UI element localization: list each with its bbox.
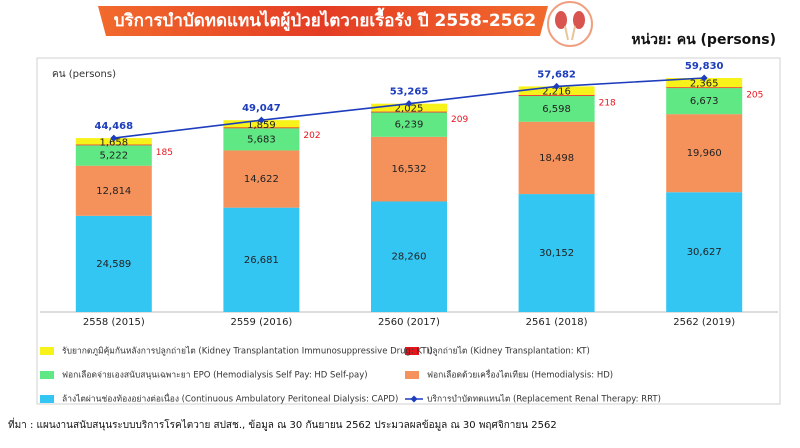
bar-segment [666,192,743,312]
legend-label: ฟอกเลือดจ่ายเองสนับสนุนเฉพาะยา EPO (Hemo… [62,370,368,381]
bar-segment [371,103,447,112]
bar-segment [223,150,300,208]
plot-frame [36,57,781,405]
bar-segment [371,112,447,137]
legend-label: รับยากดภูมิคุ้มกันหลังการปลูกถ่ายไต (Kid… [62,346,432,357]
line-marker [700,74,708,82]
line-label: 49,047 [242,103,281,114]
legend-swatch [40,371,54,379]
source-note: ที่มา : แผนงานสนับสนุนระบบบริการโรคไตวาย… [8,417,557,431]
data-label: 16,532 [392,164,427,175]
data-label: 24,589 [96,259,131,270]
data-label: 6,239 [395,120,424,131]
line-label: 44,468 [95,121,134,132]
legend-swatch [40,347,54,355]
unit-label: หน่วย: คน (persons) [631,32,776,48]
bar-segment [518,194,595,312]
line-marker [405,100,413,108]
x-tick-label: 2560 (2017) [378,317,440,328]
bar-segment [371,111,447,113]
legend-marker [410,395,418,403]
legend-swatch [40,395,54,403]
bar-segment [666,88,743,115]
bar-segment [75,165,152,216]
legend-label: ล้างไตผ่านช่องท้องอย่างต่อเนื่อง (Contin… [62,393,398,405]
bar-segment [518,121,595,195]
legend-label: ปลูกถ่ายไต (Kidney Transplantation: KT) [427,346,590,357]
title-banner [98,6,548,36]
bar-segment [75,144,152,146]
line-label: 57,682 [537,69,576,80]
data-label: 1,859 [247,120,276,131]
data-label: 185 [156,148,173,158]
x-tick-label: 2562 (2019) [673,317,735,328]
x-tick-label: 2561 (2018) [526,317,588,328]
bar-segment [666,87,743,89]
data-label: 26,681 [244,255,279,266]
bar-segment [75,215,152,312]
data-label: 12,814 [96,186,131,197]
legend-swatch [405,347,419,355]
data-label: 2,365 [690,79,719,90]
data-label: 30,627 [687,247,722,258]
legend-label: ฟอกเลือดด้วยเครื่องไตเทียม (Hemodialysis… [427,369,613,381]
bar-segment [223,128,300,151]
data-label: 205 [746,91,763,101]
bar-segment [371,136,447,202]
line-label: 53,265 [390,87,429,98]
data-label: 2,216 [542,87,571,98]
bar-segment [666,78,743,88]
data-label: 14,622 [244,174,279,185]
bar-segment [223,120,300,128]
line-label: 59,830 [685,61,724,72]
data-label: 218 [599,99,616,109]
legend-swatch [405,371,419,379]
legend-label: บริการบำบัดทดแทนไต (Replacement Renal Th… [427,394,661,405]
line-marker [110,134,118,142]
data-label: 1,658 [99,137,128,148]
x-tick-label: 2558 (2015) [83,317,145,328]
x-tick-label: 2559 (2016) [230,317,292,328]
line-marker [257,116,265,124]
bar-segment [518,95,595,122]
bar-segment [518,95,595,96]
data-label: 6,598 [542,104,571,115]
data-label: 28,260 [392,252,427,263]
data-label: 30,152 [539,248,574,259]
line-marker [553,82,561,90]
data-label: 6,673 [690,96,719,107]
chart-title: บริการบำบัดทดแทนไตผู้ป่วยไตวายเรื้อรัง ป… [114,7,536,32]
y-axis-label: คน (persons) [52,69,116,80]
bar-segment [75,145,152,166]
data-label: 19,960 [687,148,722,159]
kidney-icon [547,1,593,47]
bar-segment [518,86,595,96]
data-label: 5,683 [247,134,276,145]
data-label: 209 [451,115,468,125]
bar-segment [223,207,300,312]
data-label: 18,498 [539,153,574,164]
data-label: 5,222 [99,151,128,162]
bar-segment [223,127,300,129]
bar-segment [666,114,743,193]
data-label: 2,025 [395,104,424,115]
bar-segment [371,201,447,312]
data-label: 202 [303,131,320,141]
